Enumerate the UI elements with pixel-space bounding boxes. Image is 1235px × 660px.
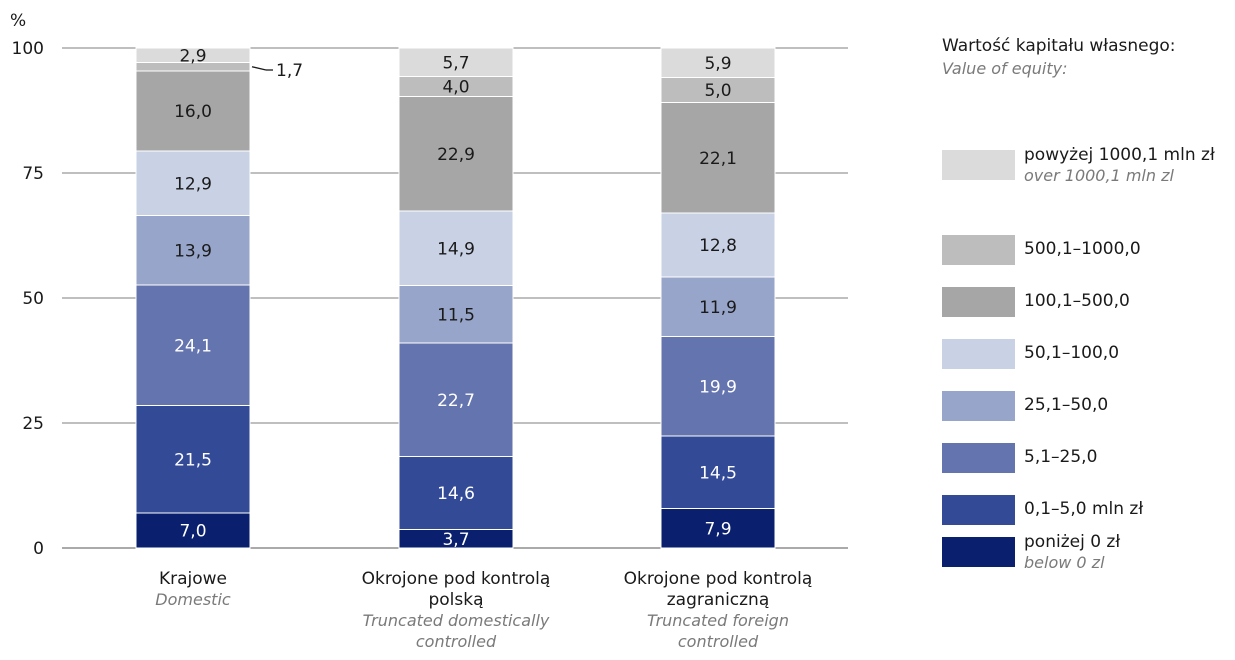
legend-swatch <box>942 537 1015 567</box>
y-tick-label: 0 <box>33 539 44 559</box>
y-tick-label: 75 <box>22 164 44 184</box>
category-label-en: controlled <box>678 632 759 651</box>
category-label: Okrojone pod kontrolą <box>624 569 813 589</box>
legend-label: 100,1–500,0 <box>1024 290 1130 312</box>
legend-swatch <box>942 495 1015 525</box>
legend-label: 25,1–50,0 <box>1024 394 1108 416</box>
segment-label: 14,9 <box>437 239 475 259</box>
legend-item: poniżej 0 zł below 0 zl <box>942 531 1232 571</box>
segment-label: 24,1 <box>174 336 212 356</box>
legend-swatch <box>942 150 1015 180</box>
category-label-en: controlled <box>416 632 497 651</box>
segment-label: 3,7 <box>442 530 469 550</box>
category-label-en: Truncated foreign <box>647 611 789 630</box>
segment-label: 5,9 <box>704 54 731 74</box>
callout-label: 1,7 <box>276 61 303 81</box>
bar-stacks <box>136 48 775 548</box>
segment-label: 2,9 <box>179 46 206 66</box>
segment-label: 4,0 <box>442 78 469 98</box>
segment-label: 22,7 <box>437 391 475 411</box>
stacked-bar-chart: % 0 25 50 75 100 7,0 21,5 24,1 13,9 12,9 16,0 2,9 3… <box>0 0 925 660</box>
callout-line <box>252 67 266 70</box>
segment-label: 7,0 <box>179 522 206 542</box>
category-label-en: Truncated domestically <box>363 611 550 630</box>
category-label: Krajowe <box>159 569 227 589</box>
segment-label: 12,9 <box>174 174 212 194</box>
segment-label: 22,9 <box>437 145 475 165</box>
segment-label: 7,9 <box>704 519 731 539</box>
segment-label: 22,1 <box>699 149 737 169</box>
segment-label: 12,8 <box>699 236 737 256</box>
legend-label: 50,1–100,0 <box>1024 342 1119 364</box>
y-axis-tick-labels: 0 25 50 75 100 <box>12 39 44 559</box>
legend-title-en: Value of equity: <box>942 58 1232 80</box>
category-label: zagraniczną <box>667 590 770 610</box>
category-label: Okrojone pod kontrolą <box>362 569 551 589</box>
legend: Wartość kapitału własnego: Value of equi… <box>942 34 1232 80</box>
legend-label-en: over 1000,1 mln zl <box>1024 166 1215 186</box>
category-label-en: Domestic <box>155 590 231 609</box>
legend-label: 5,1–25,0 <box>1024 446 1097 468</box>
segment-label: 16,0 <box>174 102 212 122</box>
small-segment-callouts: 1,7 <box>252 61 303 81</box>
segment-label: 5,0 <box>704 81 731 101</box>
y-tick-label: 25 <box>22 414 44 434</box>
legend-item: powyżej 1000,1 mln zł over 1000,1 mln zl <box>942 144 1232 184</box>
segment-label: 14,5 <box>699 463 737 483</box>
segment-label: 14,6 <box>437 484 475 504</box>
segment-label: 11,5 <box>437 305 475 325</box>
legend-label: poniżej 0 zł <box>1024 531 1120 553</box>
y-tick-label: 50 <box>22 289 44 309</box>
segment-label: 21,5 <box>174 450 212 470</box>
segment-label: 5,7 <box>442 53 469 73</box>
legend-swatch <box>942 235 1015 265</box>
legend-label-en: below 0 zl <box>1024 553 1120 573</box>
legend-item: 0,1–5,0 mln zł <box>942 489 1232 529</box>
legend-item: 100,1–500,0 <box>942 281 1232 321</box>
y-tick-label: 100 <box>12 39 44 59</box>
legend-item: 50,1–100,0 <box>942 333 1232 373</box>
legend-label: powyżej 1000,1 mln zł <box>1024 144 1215 166</box>
legend-label: 500,1–1000,0 <box>1024 238 1141 260</box>
legend-swatch <box>942 339 1015 369</box>
legend-label: 0,1–5,0 mln zł <box>1024 498 1143 520</box>
category-label: polską <box>428 590 483 610</box>
legend-item: 5,1–25,0 <box>942 437 1232 477</box>
legend-item: 500,1–1000,0 <box>942 229 1232 269</box>
legend-swatch <box>942 287 1015 317</box>
legend-item: 25,1–50,0 <box>942 385 1232 425</box>
segment-label: 11,9 <box>699 298 737 318</box>
legend-title: Wartość kapitału własnego: <box>942 34 1232 58</box>
segment-label: 19,9 <box>699 377 737 397</box>
segment-label: 13,9 <box>174 241 212 261</box>
legend-swatch <box>942 443 1015 473</box>
legend-swatch <box>942 391 1015 421</box>
y-axis-unit-label: % <box>10 11 26 31</box>
